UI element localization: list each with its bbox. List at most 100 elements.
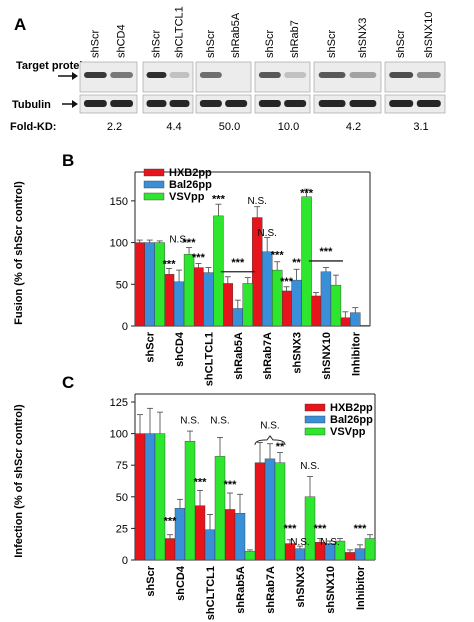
significance-annotation: *** [320, 246, 334, 258]
significance-annotation: *** [164, 516, 178, 528]
bar-hxb2pp [193, 267, 204, 327]
fold-kd-value: 2.2 [107, 121, 122, 133]
bar-vsvpp [214, 456, 226, 561]
significance-annotation: *** [271, 249, 285, 261]
bar-hxb2pp [224, 509, 236, 561]
blot-group-4: shScr shSNX3 4.2 [313, 18, 382, 133]
legend-label: Bal26pp [330, 414, 373, 426]
bar-bal26pp [291, 279, 302, 327]
legend-label: HXB2pp [169, 167, 212, 179]
significance-annotation: *** [231, 257, 245, 269]
bar-vsvpp [242, 283, 254, 327]
significance-annotation: *** [314, 523, 328, 535]
target-band [169, 72, 190, 78]
bar-bal26pp [203, 272, 214, 327]
category-label: shRab5A [235, 566, 247, 614]
bar-vsvpp [154, 242, 165, 327]
target-arrow [58, 72, 78, 80]
bar-bal26pp [204, 529, 216, 561]
tubulin-band [416, 100, 441, 107]
y-tick-label: 100 [110, 238, 128, 250]
lane-label: shRab5A [230, 12, 242, 58]
significance-annotation: N.S. [169, 235, 188, 246]
lane-label: shRab7 [289, 20, 301, 58]
tubulin-band [318, 100, 346, 107]
tubulin-label: Tubulin [12, 99, 51, 111]
bar-vsvpp [274, 462, 286, 561]
bar-hxb2pp [164, 538, 176, 561]
significance-annotation: N.S. [300, 461, 319, 472]
bar-bal26pp [320, 271, 332, 327]
target-band [110, 72, 134, 78]
legend-swatch-hxb2pp [304, 403, 326, 412]
target-band [349, 72, 377, 78]
significance-annotation: *** [284, 523, 298, 535]
significance-annotation: *** [354, 523, 368, 535]
tubulin-band [83, 100, 107, 107]
panel-a-letter: A [14, 15, 26, 34]
y-tick-label: 150 [110, 196, 128, 208]
bar-hxb2pp [340, 317, 351, 327]
tubulin-band [349, 100, 377, 107]
bar-hxb2pp [163, 274, 175, 327]
significance-annotation: *** [183, 237, 197, 249]
tubulin-blot-panel [142, 94, 194, 114]
panel-c-letter: C [62, 373, 74, 392]
target-blot-panel [195, 61, 252, 93]
significance-annotation: *** [163, 259, 177, 271]
bar-vsvpp [244, 550, 256, 561]
lane-label: shScr [89, 30, 101, 58]
panel-a-western-blot: A Target protein Tubulin Fold-KD: shScr s… [10, 6, 446, 133]
significance-annotation: ** [276, 441, 285, 453]
bar-vsvpp [364, 538, 376, 561]
legend-label: VSVpp [330, 426, 366, 438]
category-label: shCLTCL1 [205, 566, 217, 620]
significance-brace [254, 435, 286, 445]
significance-annotation: N.S. [180, 415, 199, 426]
legend-swatch-vsvpp [143, 192, 165, 201]
lane-label: shSNX10 [423, 12, 435, 58]
blot-group-0: shScr shCD4 2.2 [79, 24, 138, 133]
blot-group-3: shScr shRab7 10.0 [254, 20, 311, 133]
fold-kd-label: Fold-KD: [10, 121, 56, 133]
tubulin-blot-panel [79, 94, 138, 114]
legend-swatch-hxb2pp [143, 168, 165, 177]
significance-annotation: *** [224, 479, 238, 491]
legend-label: HXB2pp [330, 402, 373, 414]
bar-vsvpp [213, 215, 224, 327]
lane-label: shScr [151, 30, 163, 58]
bar-bal26pp [144, 242, 155, 327]
target-protein-label-text: Target protein [16, 60, 89, 72]
y-tick-label: 50 [116, 492, 128, 504]
category-label: Inhibitor [355, 565, 367, 610]
target-band [258, 72, 281, 78]
tubulin-band [258, 100, 281, 107]
legend-label: Bal26pp [169, 179, 212, 191]
target-band [199, 72, 222, 78]
bar-bal26pp [234, 513, 246, 561]
y-tick-label: 75 [116, 460, 128, 472]
bar-hxb2pp [134, 242, 145, 327]
tubulin-band [389, 100, 414, 107]
category-label: shCD4 [175, 565, 187, 601]
significance-annotation: N.S. [290, 537, 309, 548]
blot-group-1: shScr shCLTCL1 4.4 [142, 6, 194, 133]
significance-annotation: N.S. [260, 421, 279, 432]
tubulin-band [199, 100, 222, 107]
bar-bal26pp [294, 548, 306, 561]
lane-label: shCLTCL1 [174, 6, 186, 58]
category-label: shRab7A [262, 332, 274, 380]
category-label: shRab7A [265, 566, 277, 614]
y-tick-label: 0 [122, 555, 128, 567]
bar-bal26pp [144, 433, 156, 561]
category-label: shSNX3 [292, 332, 304, 374]
bar-vsvpp [183, 254, 195, 327]
y-tick-label: 100 [110, 429, 128, 441]
tubulin-blot-panel [313, 94, 382, 114]
bar-hxb2pp [344, 552, 356, 561]
lane-label: shScr [395, 30, 407, 58]
significance-annotation: ** [292, 257, 301, 269]
significance-annotation: N.S. [210, 415, 229, 426]
bar-hxb2pp [194, 505, 206, 561]
bar-bal26pp [354, 548, 366, 561]
